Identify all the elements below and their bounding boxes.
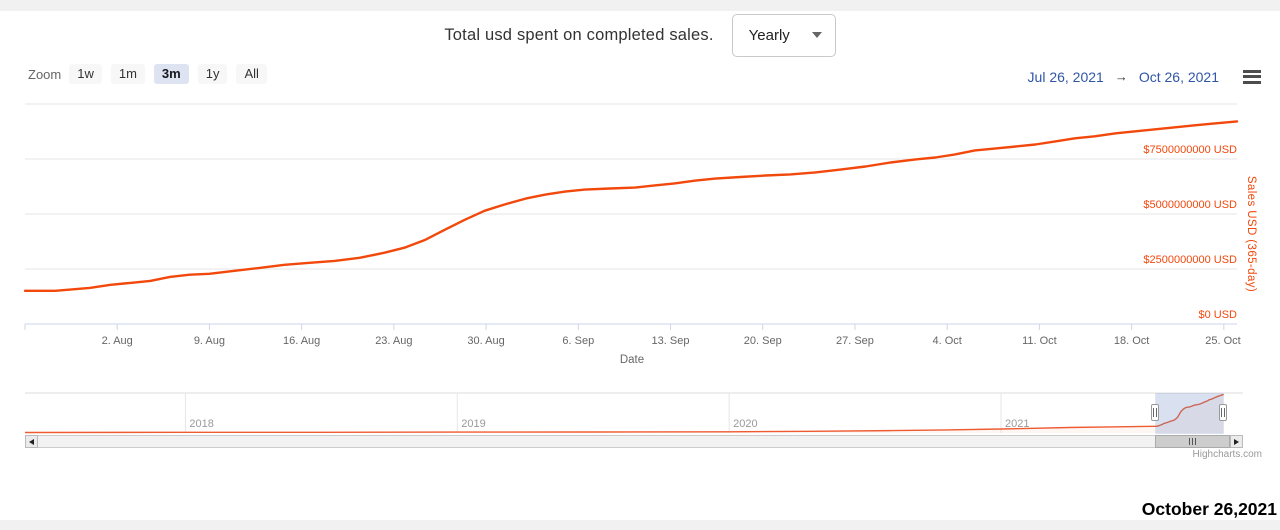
x-axis-tick-label: 18. Oct — [1113, 335, 1150, 347]
zoom-button-1y[interactable]: 1y — [197, 64, 228, 84]
footer-date-label: October 26,2021 — [1141, 499, 1277, 519]
scrollbar-thumb[interactable] — [1155, 435, 1230, 448]
navigator-line-series — [24, 393, 1224, 434]
navigator-area-fill — [25, 394, 1224, 433]
triangle-right-icon — [1234, 438, 1239, 445]
navigator-right-handle[interactable] — [1219, 404, 1228, 421]
range-to-date[interactable]: Oct 26, 2021 — [1138, 68, 1219, 85]
y-axis-tick-label: $2500000000 USD — [1143, 254, 1237, 266]
y-axis-tick-label: $5000000000 USD — [1143, 199, 1237, 211]
y-axis-tick-label: $7500000000 USD — [1143, 144, 1237, 156]
chevron-down-icon — [811, 32, 822, 38]
x-axis-tick-label: 20. Sep — [743, 335, 782, 347]
period-dropdown[interactable]: Yearly — [731, 13, 836, 57]
zoom-button-1w[interactable]: 1w — [69, 64, 102, 84]
triangle-left-icon — [29, 438, 34, 445]
navigator-year-label: 2021 — [1005, 418, 1030, 430]
hamburger-menu-icon[interactable] — [1243, 67, 1261, 86]
highcharts-credits-link[interactable]: Highcharts.com — [1192, 449, 1262, 460]
range-from-date[interactable]: Jul 26, 2021 — [1027, 68, 1104, 85]
top-divider — [0, 0, 1280, 11]
bottom-divider — [0, 520, 1280, 530]
chart-canvas[interactable] — [0, 0, 1280, 470]
zoom-button-all[interactable]: All — [236, 64, 267, 84]
navigator-year-label: 2019 — [461, 418, 486, 430]
chart-title: Total usd spent on completed sales. — [444, 25, 714, 44]
x-axis-tick-label: 13. Sep — [651, 335, 690, 347]
x-axis-tick-label: 27. Sep — [835, 335, 874, 347]
y-axis-title: Sales USD (365-day) — [1245, 175, 1257, 293]
x-axis-tick-label: 4. Oct — [932, 335, 962, 347]
x-axis-tick-label: 16. Aug — [282, 335, 321, 347]
zoom-button-1m[interactable]: 1m — [110, 64, 145, 84]
zoom-button-3m[interactable]: 3m — [153, 64, 189, 84]
x-axis-tick-label: 9. Aug — [193, 335, 226, 347]
x-axis-tick-label: 25. Oct — [1205, 335, 1241, 347]
navigator-year-label: 2018 — [189, 418, 214, 430]
x-axis-tick-label: 2. Aug — [101, 335, 133, 347]
scrollbar-left-button[interactable] — [25, 435, 38, 448]
sales-line-series — [23, 120, 1239, 292]
scrollbar-track[interactable] — [25, 435, 1243, 448]
x-axis-tick-label: 6. Sep — [562, 335, 595, 347]
period-dropdown-value: Yearly — [748, 26, 790, 44]
y-axis-tick-label: $0 USD — [1198, 309, 1237, 321]
zoom-label: Zoom — [28, 66, 62, 82]
x-axis-tick-label: 30. Aug — [467, 335, 505, 347]
navigator-left-handle[interactable] — [1150, 404, 1159, 421]
chart-header: Total usd spent on completed sales. Year… — [0, 11, 1280, 59]
zoom-range-selector: Zoom 1w 1m 3m 1y All — [28, 64, 276, 84]
x-axis-tick-label: 11. Oct — [1022, 335, 1057, 347]
x-axis-title: Date — [619, 354, 645, 366]
x-axis-tick-label: 23. Aug — [375, 335, 413, 347]
date-range-display: Jul 26, 2021 → Oct 26, 2021 — [1028, 67, 1261, 86]
navigator-selection-mask — [1155, 393, 1224, 434]
scrollbar-right-button[interactable] — [1230, 435, 1243, 448]
navigator-year-label: 2020 — [733, 418, 758, 430]
arrow-right-icon: → — [1114, 69, 1128, 84]
